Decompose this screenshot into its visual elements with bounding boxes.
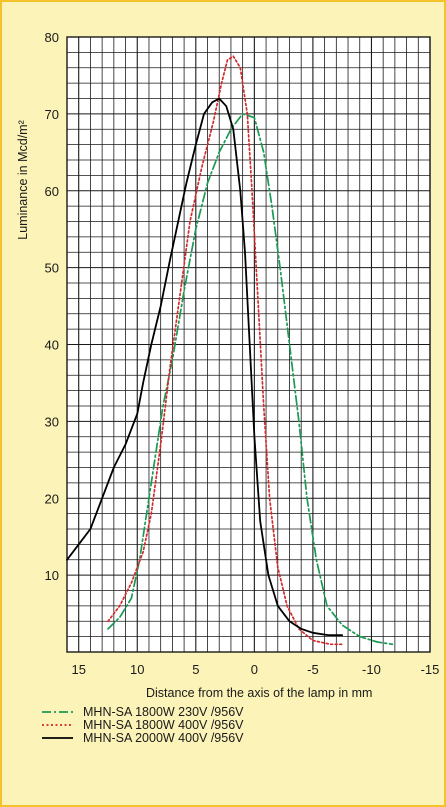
series-line-2 [107,55,344,646]
y-tick-label: 40 [45,338,59,353]
chart-series-group [66,55,394,646]
y-tick-label: 80 [45,30,59,45]
x-tick-label: -15 [421,662,440,677]
series-line-1 [107,113,394,646]
y-tick-label: 70 [45,107,59,122]
x-tick-label: -5 [307,662,319,677]
y-tick-label: 30 [45,414,59,429]
y-tick-label: 10 [45,568,59,583]
plot-border [66,36,431,653]
x-tick-label: 0 [251,662,258,677]
y-tick-label: 20 [45,491,59,506]
x-tick-label: 15 [71,662,85,677]
x-tick-label: -10 [362,662,381,677]
legend-label-2: MHN-SA 1800W 400V /956V [83,718,244,732]
x-tick-label: 10 [130,662,144,677]
series-line-3 [66,97,344,636]
x-tick-label: 5 [192,662,199,677]
legend-label-3: MHN-SA 2000W 400V /956V [83,731,244,745]
y-axis-label: Luminance in Mcd/m² [16,120,30,240]
y-tick-label: 60 [45,184,59,199]
legend-label-1: MHN-SA 1800W 230V /956V [83,705,244,719]
x-axis-label: Distance from the axis of the lamp in mm [146,686,372,700]
y-tick-label: 50 [45,261,59,276]
chart-grid [66,36,431,653]
